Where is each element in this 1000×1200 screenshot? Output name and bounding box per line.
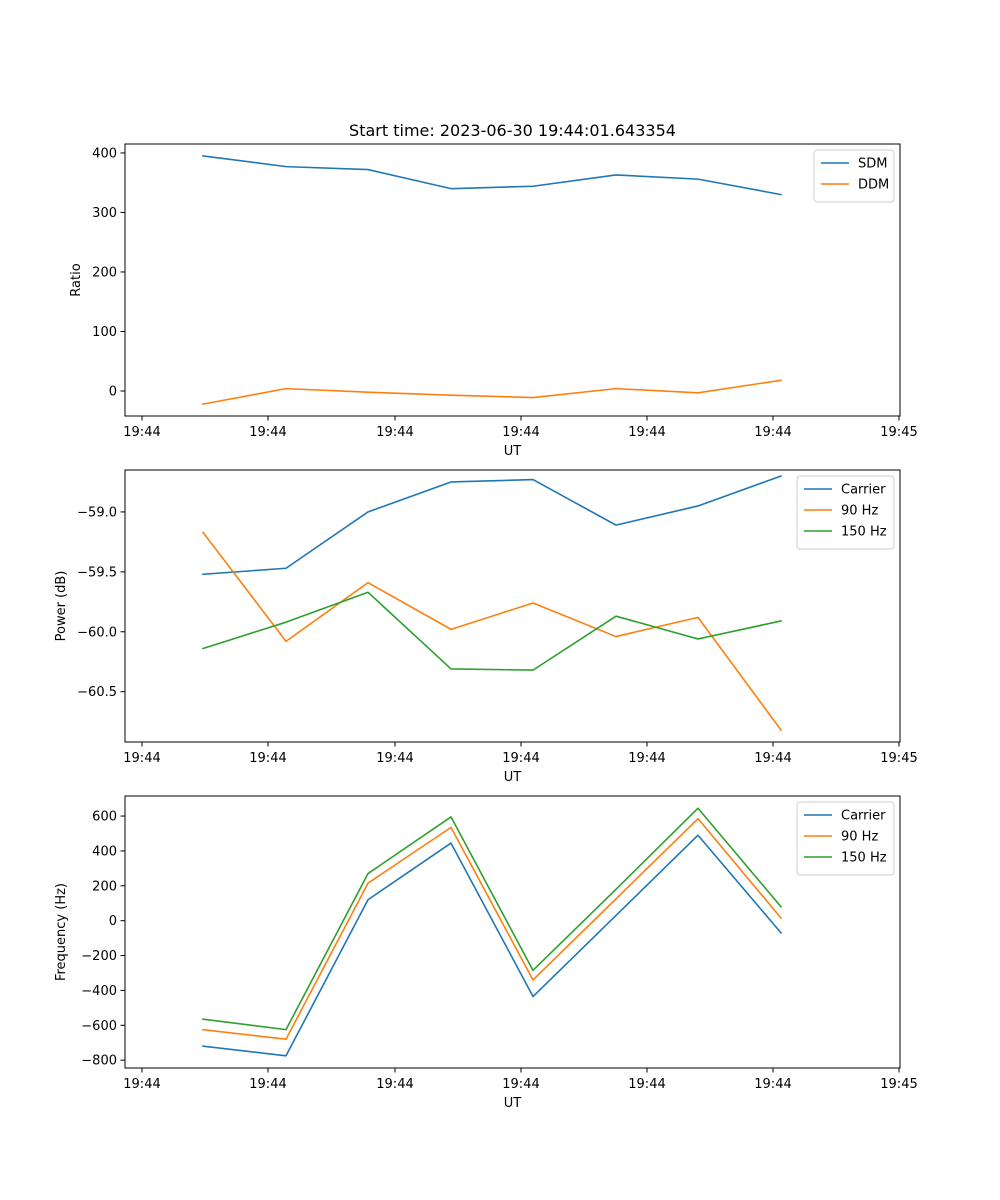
series-line-ddm xyxy=(202,379,782,406)
y-axis-label: Frequency (Hz) xyxy=(54,883,69,981)
legend: Carrier 90 Hz 150 Hz xyxy=(796,475,895,550)
x-tick-label: 19:44 xyxy=(249,751,286,766)
chart-panel-1: Start time: 2023-06-30 19:44:01.643354 19… xyxy=(69,121,918,459)
series-line-sdm xyxy=(202,155,782,196)
x-axis-label: UT xyxy=(504,770,522,785)
x-tick-label: 19:44 xyxy=(754,751,791,766)
series-line-90-hz xyxy=(202,817,783,1041)
y-tick-label: −600 xyxy=(81,1019,117,1034)
y-tick-label: −200 xyxy=(81,949,117,964)
y-axis-label: Ratio xyxy=(69,263,84,296)
y-tick-label: −60.0 xyxy=(77,625,117,640)
legend-label: DDM xyxy=(858,178,889,193)
x-tick-label: 19:44 xyxy=(376,1077,413,1092)
x-tick-label: 19:45 xyxy=(880,425,917,440)
y-tick-label: 300 xyxy=(92,206,117,221)
y-tick-label: 600 xyxy=(92,810,117,825)
y-tick-label: −60.5 xyxy=(77,685,117,700)
x-tick-label: 19:44 xyxy=(123,751,160,766)
y-tick-label: 100 xyxy=(92,325,117,340)
legend-label: Carrier xyxy=(841,483,886,498)
x-tick-label: 19:44 xyxy=(502,425,539,440)
y-tick-label: −800 xyxy=(81,1054,117,1069)
series-line-150-hz xyxy=(201,591,782,671)
series-line-90-hz xyxy=(201,531,783,732)
y-tick-label: −59.0 xyxy=(77,505,117,520)
axes-frame xyxy=(124,469,901,743)
y-tick-label: 400 xyxy=(92,844,117,859)
x-tick-label: 19:44 xyxy=(628,751,665,766)
x-axis-label: UT xyxy=(504,1096,522,1111)
y-tick-label: 0 xyxy=(109,914,117,929)
x-tick-label: 19:44 xyxy=(123,425,160,440)
y-tick-label: 200 xyxy=(92,879,117,894)
axes-frame xyxy=(124,795,901,1069)
chart-panel-2: 19:44 19:44 19:44 19:44 19:44 19:44 19:45 −60.5… xyxy=(54,469,918,785)
x-tick-label: 19:45 xyxy=(880,751,917,766)
x-tick-label: 19:45 xyxy=(880,1077,917,1092)
chart-panel-3: 19:44 19:44 19:44 19:44 19:44 19:44 19:45 −800 −… xyxy=(54,795,918,1111)
x-tick-label: 19:44 xyxy=(249,425,286,440)
legend-label: SDM xyxy=(858,157,887,172)
x-tick-label: 19:44 xyxy=(502,1077,539,1092)
series-line-carrier xyxy=(202,474,783,576)
x-tick-label: 19:44 xyxy=(376,425,413,440)
legend-label: 150 Hz xyxy=(841,851,887,866)
x-tick-label: 19:44 xyxy=(628,1077,665,1092)
x-tick-label: 19:44 xyxy=(376,751,413,766)
chart-title: Start time: 2023-06-30 19:44:01.643354 xyxy=(349,121,676,140)
legend-label: 90 Hz xyxy=(841,830,878,845)
y-tick-label: 400 xyxy=(92,146,117,161)
y-tick-label: 200 xyxy=(92,265,117,280)
y-tick-label: −59.5 xyxy=(77,565,117,580)
legend-label: 90 Hz xyxy=(841,504,878,519)
legend: SDM DDM xyxy=(813,149,895,203)
x-tick-label: 19:44 xyxy=(754,425,791,440)
x-tick-label: 19:44 xyxy=(754,1077,791,1092)
series-line-carrier xyxy=(202,834,783,1057)
legend-label: 150 Hz xyxy=(841,525,887,540)
legend: Carrier 90 Hz 150 Hz xyxy=(796,801,895,876)
legend-label: Carrier xyxy=(841,809,886,824)
y-tick-label: −400 xyxy=(81,984,117,999)
x-tick-label: 19:44 xyxy=(628,425,665,440)
x-tick-label: 19:44 xyxy=(249,1077,286,1092)
axes-frame xyxy=(124,143,901,417)
series-line-150-hz xyxy=(202,807,783,1031)
x-tick-label: 19:44 xyxy=(123,1077,160,1092)
x-tick-label: 19:44 xyxy=(502,751,539,766)
y-axis-label: Power (dB) xyxy=(54,571,69,642)
x-axis-label: UT xyxy=(504,444,522,459)
y-tick-label: 0 xyxy=(109,385,117,400)
